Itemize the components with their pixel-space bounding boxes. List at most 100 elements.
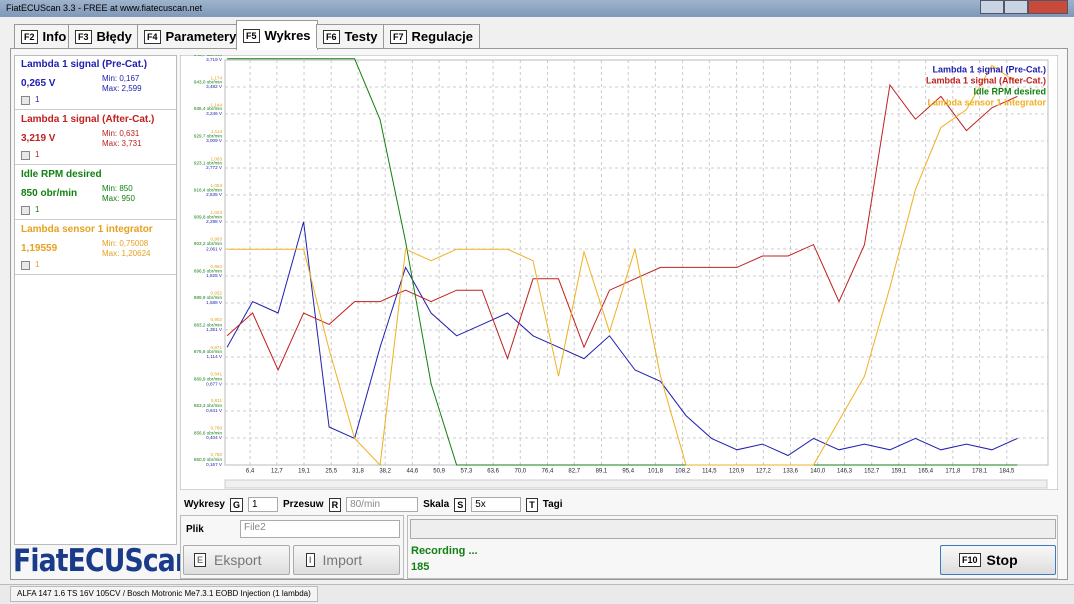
x-tick-label: 101,8	[648, 469, 664, 475]
title-bar: FiatECUScan 3.3 - FREE at www.fiatecusca…	[0, 0, 1074, 17]
y-tick-label: 896,5 obr/min	[194, 268, 223, 273]
label: Przesuw	[282, 499, 324, 510]
y-tick-label: 3,482 V	[206, 84, 223, 89]
button-label: Stop	[986, 552, 1018, 568]
signal-name: Lambda sensor 1 integrator	[21, 224, 153, 235]
tab-label: Testy	[344, 29, 378, 44]
series-line	[227, 64, 1018, 467]
signal-min: Min: 0,167	[102, 74, 140, 83]
tab-active[interactable]: F5 Wykres	[236, 20, 318, 50]
checkbox[interactable]	[21, 151, 30, 160]
chart: 0,750 0,780 0,811 0,841 0,871 0,902 0,932 0,962…	[180, 55, 1058, 490]
label: Skala	[423, 499, 450, 510]
checkbox[interactable]	[21, 96, 30, 105]
x-tick-label: 44,6	[407, 469, 419, 475]
y-tick-label: 856,6 obr/min	[194, 430, 223, 435]
signal-name: Lambda 1 signal (Pre-Cat.)	[21, 59, 148, 70]
dropdown[interactable]: 5x	[471, 497, 522, 512]
tab-key: F4	[144, 29, 161, 44]
y-tick-label: 2,772 V	[206, 165, 223, 170]
y-tick-label: 0,811	[211, 398, 223, 403]
y-tick-label: 2,535 V	[206, 192, 223, 197]
x-tick-label: 184,5	[999, 469, 1015, 475]
x-tick-label: 114,5	[702, 469, 717, 475]
close[interactable]	[1028, 0, 1068, 14]
legend-entry: Lambda sensor 1 integrator	[927, 97, 1046, 107]
x-tick-label: 133,6	[783, 469, 799, 475]
checkbox[interactable]	[21, 206, 30, 215]
y-tick-label: 876,6 obr/min	[194, 349, 223, 354]
stop-button[interactable]: F10 Stop	[940, 545, 1056, 575]
tab[interactable]: F4 Parametery	[137, 24, 244, 48]
y-tick-label: 0,641 V	[206, 408, 223, 413]
hotkey: E	[194, 553, 207, 567]
x-tick-label: 171,8	[945, 469, 961, 475]
x-tick-label: 127,2	[756, 469, 772, 475]
tab[interactable]: F2 Info	[14, 24, 74, 48]
x-tick-label: 165,4	[918, 469, 934, 475]
checkbox-label: 1	[35, 150, 40, 159]
logo-text: FiatECUScan	[13, 543, 194, 579]
signal-min: Min: 0,631	[102, 129, 140, 138]
export-button[interactable]: E Eksport	[183, 545, 290, 575]
series-line	[226, 83, 1018, 372]
y-tick-label: 903,2 obr/min	[194, 241, 223, 246]
tab[interactable]: F7 Regulacje	[383, 24, 480, 48]
x-tick-label: 57,3	[460, 469, 472, 475]
chart-background	[180, 55, 1058, 490]
import-button[interactable]: I Import	[293, 545, 400, 575]
x-tick-label: 70,0	[514, 469, 526, 475]
signal-max: Max: 1,20624	[102, 249, 151, 258]
y-tick-label: 1,114	[211, 129, 223, 134]
y-tick-label: 949,7 obr/min	[194, 55, 223, 57]
tab-label: Błędy	[96, 29, 132, 44]
x-tick-label: 95,4	[622, 469, 634, 475]
x-tick-label: 25,5	[325, 469, 337, 475]
signal-value: 850 obr/min	[21, 188, 78, 199]
y-tick-label: 850,0 obr/min	[194, 457, 223, 462]
hotkey: S	[454, 497, 467, 512]
x-tick-label: 140,0	[810, 469, 826, 475]
x-tick-label: 76,4	[542, 469, 554, 475]
tab-label: Regulacje	[411, 29, 473, 44]
button-label: Eksport	[214, 552, 262, 568]
y-tick-label: 916,4 obr/min	[194, 187, 223, 192]
y-tick-label: 1,174	[211, 76, 223, 81]
signal-max: Max: 3,731	[102, 139, 142, 148]
y-tick-label: 1,023	[211, 210, 223, 215]
y-tick-label: 869,9 obr/min	[194, 376, 223, 381]
dropdown[interactable]: 80/min	[346, 497, 419, 512]
hotkey: G	[229, 497, 243, 512]
tab[interactable]: F3 Błędy	[68, 24, 139, 48]
tab-key: F5	[243, 28, 260, 43]
y-tick-label: 2,061 V	[206, 246, 223, 251]
minimize[interactable]	[980, 0, 1004, 14]
tab-key: F6	[323, 29, 340, 44]
file-dropdown[interactable]: File2	[240, 520, 400, 538]
x-tick-label: 38,2	[379, 469, 391, 475]
y-tick-label: 0,877 V	[206, 381, 223, 386]
recording-status: Recording ...	[411, 545, 478, 557]
checkbox-label: 1	[35, 260, 40, 269]
tab-key: F7	[390, 29, 407, 44]
y-tick-label: 3,009 V	[206, 138, 223, 143]
y-tick-label: 923,1 obr/min	[194, 160, 223, 165]
signal-value: 1,19559	[21, 243, 58, 254]
signal-name: Lambda 1 signal (After-Cat.)	[21, 114, 155, 125]
hotkey[interactable]: T	[526, 497, 538, 512]
tab[interactable]: F6 Testy	[316, 24, 385, 48]
y-tick-label: 0,932	[211, 291, 223, 296]
y-tick-label: 1,588 V	[206, 300, 223, 305]
signal-card: Lambda sensor 1 integrator 1,19559 Min: 0,…	[15, 221, 176, 275]
checkbox[interactable]	[21, 261, 30, 270]
maximize[interactable]	[1004, 0, 1028, 14]
checkbox-label: 1	[35, 95, 40, 104]
x-tick-label: 82,7	[568, 469, 580, 475]
scrollbar[interactable]	[224, 479, 1048, 489]
x-tick-label: 12,7	[271, 469, 283, 475]
y-tick-label: 863,3 obr/min	[194, 403, 223, 408]
y-tick-label: 889,9 obr/min	[194, 295, 223, 300]
dropdown[interactable]: 1	[247, 497, 278, 512]
x-tick-label: 152,7	[864, 469, 880, 475]
